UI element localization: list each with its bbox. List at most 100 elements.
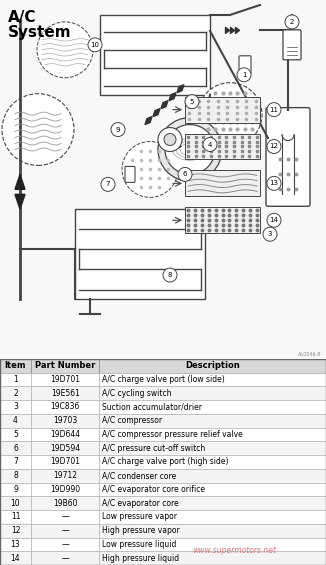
Text: Low pressure liquid: Low pressure liquid [102, 540, 176, 549]
Text: 19D594: 19D594 [50, 444, 80, 453]
Circle shape [267, 176, 281, 190]
Circle shape [267, 213, 281, 227]
Bar [99, 372, 326, 386]
Bar [100, 15, 210, 95]
Text: A/C charge valve port (high side): A/C charge valve port (high side) [102, 458, 229, 466]
Circle shape [267, 103, 281, 116]
Bar [31, 400, 99, 414]
Circle shape [163, 268, 177, 282]
Text: www.supermotors.net: www.supermotors.net [193, 546, 277, 555]
Text: —: — [61, 512, 69, 521]
Bar [99, 496, 326, 510]
Text: 19D990: 19D990 [50, 485, 80, 494]
Circle shape [203, 137, 217, 151]
Text: System: System [8, 25, 72, 40]
FancyBboxPatch shape [266, 107, 310, 206]
Bar [31, 469, 99, 483]
Bar [99, 428, 326, 441]
Bar [0, 510, 31, 524]
Circle shape [37, 22, 93, 78]
Text: 19C836: 19C836 [51, 402, 80, 411]
Bar [0, 483, 31, 496]
Bar [99, 510, 326, 524]
Bar [0, 372, 31, 386]
Text: 11: 11 [11, 512, 20, 521]
Bar [0, 551, 31, 565]
Circle shape [267, 140, 281, 154]
Bar [0, 455, 31, 469]
Text: A/C pressure cut-off switch: A/C pressure cut-off switch [102, 444, 205, 453]
Text: 14: 14 [11, 554, 20, 563]
Bar [185, 133, 260, 159]
Bar [31, 496, 99, 510]
FancyBboxPatch shape [125, 167, 135, 182]
Text: A/C compressor: A/C compressor [102, 416, 162, 425]
FancyBboxPatch shape [283, 30, 301, 60]
Polygon shape [15, 194, 25, 209]
Text: 9: 9 [13, 485, 18, 494]
Bar [31, 441, 99, 455]
Bar [0, 496, 31, 510]
Text: 19D701: 19D701 [50, 375, 80, 384]
Bar [31, 386, 99, 400]
Text: 19D644: 19D644 [50, 430, 80, 439]
Bar [0, 524, 31, 537]
Text: 8: 8 [13, 471, 18, 480]
Text: Low pressure vapor: Low pressure vapor [102, 512, 177, 521]
FancyBboxPatch shape [239, 56, 251, 74]
Bar [31, 524, 99, 537]
Text: Description: Description [185, 361, 240, 370]
Circle shape [111, 123, 125, 137]
Bar [31, 483, 99, 496]
Text: 10: 10 [11, 499, 20, 507]
Circle shape [2, 94, 74, 166]
Bar [0, 359, 31, 372]
Text: A/C evaporator core orifice: A/C evaporator core orifice [102, 485, 205, 494]
Text: 4: 4 [13, 416, 18, 425]
Bar [75, 209, 205, 299]
Text: 1: 1 [13, 375, 18, 384]
Text: 8: 8 [168, 272, 172, 278]
Text: 6: 6 [183, 171, 187, 177]
Bar [31, 551, 99, 565]
Circle shape [122, 141, 178, 197]
Text: —: — [61, 554, 69, 563]
Circle shape [158, 118, 222, 181]
Bar [99, 455, 326, 469]
Bar [185, 171, 260, 196]
Text: A/C: A/C [8, 10, 37, 25]
Text: 13: 13 [11, 540, 20, 549]
Polygon shape [15, 175, 25, 189]
Bar [99, 551, 326, 565]
Text: A/C condenser core: A/C condenser core [102, 471, 176, 480]
Bar [31, 414, 99, 428]
Text: 2: 2 [13, 389, 18, 398]
Bar [99, 386, 326, 400]
Text: 2: 2 [290, 19, 294, 25]
Text: 1: 1 [242, 72, 246, 78]
Polygon shape [169, 93, 176, 101]
Polygon shape [153, 108, 160, 116]
Bar [31, 537, 99, 551]
Bar [99, 414, 326, 428]
Text: 5: 5 [190, 99, 194, 105]
Bar [99, 400, 326, 414]
Circle shape [185, 95, 199, 108]
Text: —: — [61, 526, 69, 535]
Bar [0, 400, 31, 414]
Bar [99, 537, 326, 551]
Bar [0, 386, 31, 400]
Bar [0, 469, 31, 483]
Circle shape [285, 15, 299, 29]
Text: —: — [61, 540, 69, 549]
Text: 13: 13 [270, 180, 278, 186]
Text: Item: Item [5, 361, 26, 370]
Text: 6: 6 [13, 444, 18, 453]
Text: Part Number: Part Number [35, 361, 96, 370]
Circle shape [88, 38, 102, 52]
Text: 19712: 19712 [53, 471, 77, 480]
Text: 19B60: 19B60 [53, 499, 78, 507]
Polygon shape [145, 116, 152, 124]
Text: 3: 3 [13, 402, 18, 411]
Circle shape [165, 124, 215, 175]
